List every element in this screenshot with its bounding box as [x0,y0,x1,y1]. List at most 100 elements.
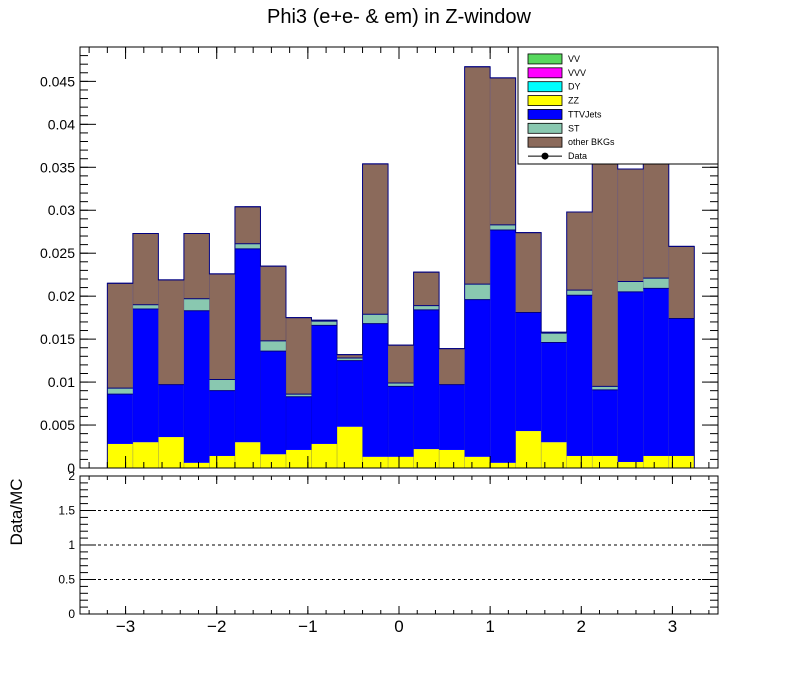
bar-ttvjets-bin-18 [566,295,593,456]
ratio-y-tick-label: 0.5 [58,573,75,587]
legend-label-ttvjets: TTVJets [568,109,602,119]
bar-st-bin-6 [260,340,286,352]
bar-zz-bin-22 [668,455,695,468]
x-tick-label: 2 [577,617,586,636]
bar-ttvjets-bin-4 [209,390,235,456]
bar-zz-bin-13 [439,449,465,468]
bar-other-bkgs-bin-14 [464,66,491,285]
bar-other-bkgs-bin-21 [643,156,669,279]
bar-st-bin-7 [285,394,312,397]
main-y-axis: 0 0.005 0.01 0.015 0.02 0.025 0.03 0.035 0.04 0.0… [40,46,718,476]
legend-swatch-st [527,122,563,134]
bar-zz-bin-3 [183,462,210,468]
bar-ttvjets-bin-9 [337,360,363,427]
bar-ttvjets-bin-21 [643,288,669,456]
bar-ttvjets-bin-20 [617,291,644,462]
bar-zz-bin-16 [515,431,542,468]
main-y-tick-label: 0.03 [48,202,75,218]
bar-zz-bin-20 [617,461,644,468]
legend-swatch-zz [527,95,563,106]
chart-title: Phi3 (e+e- & em) in Z-window [267,6,532,28]
bar-other-bkgs-bin-4 [209,273,235,380]
x-tick-label: 1 [485,617,494,636]
bar-ttvjets-bin-0 [107,394,133,444]
bar-other-bkgs-bin-11 [388,345,414,383]
bar-ttvjets-bin-5 [234,248,261,443]
bar-ttvjets-bin-11 [388,386,414,457]
bar-st-bin-15 [490,224,516,231]
ratio-x-axis: −3 −2 −1 0 1 2 3 [88,476,710,636]
main-y-tick-label: 0.02 [48,288,75,304]
bar-zz-bin-4 [209,455,235,468]
legend-swatch-vv [527,53,563,65]
bar-st-bin-10 [362,314,389,324]
bar-st-bin-17 [541,333,567,343]
x-tick-label: 3 [668,617,677,636]
bar-other-bkgs-bin-6 [260,266,286,341]
bar-ttvjets-bin-8 [311,325,338,444]
bar-st-bin-12 [413,305,440,310]
bar-ttvjets-bin-1 [132,309,159,443]
x-tick-label: −1 [298,617,317,636]
bar-zz-bin-18 [566,455,593,468]
bar-ttvjets-bin-19 [592,389,618,456]
bar-ttvjets-bin-13 [439,384,465,450]
bar-zz-bin-14 [464,456,491,468]
bar-zz-bin-2 [158,437,184,468]
bar-other-bkgs-bin-7 [285,317,312,395]
bar-zz-bin-21 [643,455,669,468]
main-y-tick-label: 0.01 [48,374,75,390]
bar-ttvjets-bin-6 [260,351,286,455]
bar-other-bkgs-bin-18 [566,211,593,291]
main-y-tick-label: 0.015 [40,331,75,347]
bar-ttvjets-bin-15 [490,230,516,463]
bar-st-bin-20 [617,281,644,292]
bar-other-bkgs-bin-10 [362,163,389,315]
histogram-stack [107,66,695,468]
bar-st-bin-9 [337,358,363,361]
bar-ttvjets-bin-3 [183,310,210,463]
bar-ttvjets-bin-10 [362,323,389,457]
ratio-y-tick-label: 0 [68,607,75,621]
bar-zz-bin-9 [337,426,363,468]
ratio-y-label: Data/MC [7,478,26,545]
bar-ttvjets-bin-14 [464,299,491,457]
bar-other-bkgs-bin-5 [234,206,261,244]
main-y-tick-label: 0.005 [40,417,75,433]
bar-st-bin-4 [209,379,235,391]
bar-zz-bin-8 [311,443,338,468]
bar-zz-bin-1 [132,442,159,468]
legend-label-dy: DY [568,82,581,92]
legend-label-zz: ZZ [568,96,579,106]
bar-other-bkgs-bin-22 [668,246,695,319]
bar-zz-bin-10 [362,456,389,468]
ratio-y-axis: 0 0.5 1 1.5 2 [58,469,718,621]
main-y-tick-label: 0.045 [40,73,75,89]
bar-st-bin-8 [311,321,338,326]
bar-other-bkgs-bin-13 [439,348,465,385]
bar-ttvjets-bin-17 [541,342,567,443]
bar-other-bkgs-bin-9 [337,354,363,359]
legend-label-vv: VV [568,54,580,64]
x-tick-label: −2 [207,617,226,636]
x-tick-label: −3 [116,617,135,636]
legend-swatch-vvv [527,67,563,79]
bar-zz-bin-17 [541,442,567,468]
legend-swatch-ttvjets [527,109,563,120]
bar-ttvjets-bin-12 [413,309,440,450]
bar-st-bin-0 [107,388,133,395]
main-y-tick-label: 0.025 [40,245,75,261]
bar-ttvjets-bin-2 [158,384,184,438]
bar-zz-bin-15 [490,462,516,468]
bar-zz-bin-12 [413,449,440,468]
bar-ttvjets-bin-16 [515,312,542,432]
bar-other-bkgs-bin-0 [107,283,133,389]
bar-zz-bin-19 [592,455,618,468]
bar-zz-bin-5 [234,442,261,468]
bar-st-bin-1 [132,304,159,310]
bar-st-bin-14 [464,284,491,300]
bar-zz-bin-7 [285,449,312,468]
ratio-plot: 0 0.5 1 1.5 2 −3 −2 −1 0 1 2 3 Data/MC [7,469,719,636]
ratio-y-tick-label: 1 [68,538,75,552]
